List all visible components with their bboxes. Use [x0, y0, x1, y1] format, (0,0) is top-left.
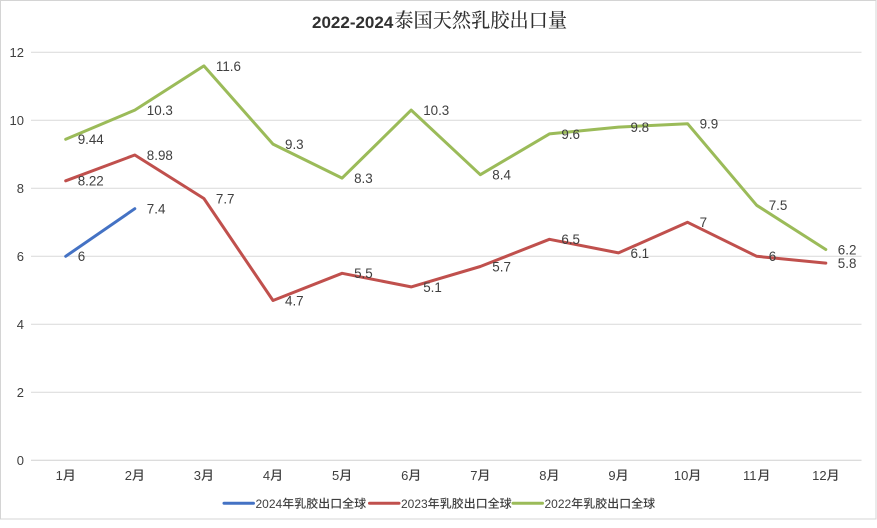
svg-text:4: 4 [17, 317, 24, 332]
svg-text:7: 7 [470, 468, 477, 483]
svg-text:10: 10 [674, 468, 688, 483]
svg-text:8.3: 8.3 [354, 171, 373, 186]
svg-text:2023: 2023 [401, 497, 428, 511]
svg-text:2: 2 [17, 385, 24, 400]
svg-text:8.4: 8.4 [492, 168, 511, 183]
svg-text:0: 0 [17, 453, 24, 468]
svg-text:1: 1 [56, 468, 63, 483]
svg-text:5.8: 5.8 [838, 256, 857, 271]
svg-text:10.3: 10.3 [423, 103, 449, 118]
svg-text:9.44: 9.44 [78, 132, 105, 147]
svg-text:7.4: 7.4 [147, 202, 166, 217]
svg-text:6: 6 [17, 249, 24, 264]
svg-text:12: 12 [812, 468, 826, 483]
svg-text:8: 8 [539, 468, 546, 483]
svg-text:5.1: 5.1 [423, 280, 442, 295]
svg-text:2: 2 [125, 468, 132, 483]
svg-text:3: 3 [194, 468, 201, 483]
svg-text:9.3: 9.3 [285, 137, 304, 152]
svg-text:6: 6 [401, 468, 408, 483]
svg-text:9.6: 9.6 [561, 127, 580, 142]
svg-text:2024: 2024 [256, 497, 283, 511]
svg-text:7.7: 7.7 [216, 191, 235, 206]
svg-text:8: 8 [17, 181, 24, 196]
svg-text:2022-2024: 2022-2024 [312, 13, 394, 32]
svg-text:4.7: 4.7 [285, 293, 304, 308]
svg-text:9.9: 9.9 [700, 117, 719, 132]
svg-text:6.5: 6.5 [561, 232, 580, 247]
svg-text:6.1: 6.1 [631, 246, 650, 261]
svg-text:5.7: 5.7 [492, 259, 511, 274]
svg-text:9.8: 9.8 [631, 120, 650, 135]
svg-text:7.5: 7.5 [769, 198, 788, 213]
svg-text:11.6: 11.6 [216, 59, 241, 74]
svg-text:12: 12 [10, 45, 24, 60]
svg-text:9: 9 [608, 468, 615, 483]
svg-text:6: 6 [78, 249, 85, 264]
svg-text:11: 11 [743, 468, 757, 483]
svg-text:5.5: 5.5 [354, 266, 373, 281]
svg-text:5: 5 [332, 468, 339, 483]
svg-text:8.22: 8.22 [78, 174, 104, 189]
svg-text:4: 4 [263, 468, 270, 483]
svg-text:8.98: 8.98 [147, 148, 173, 163]
svg-text:6.2: 6.2 [838, 242, 857, 257]
svg-text:2022: 2022 [545, 497, 572, 511]
svg-text:7: 7 [700, 215, 707, 230]
svg-text:6: 6 [769, 249, 776, 264]
svg-text:10.3: 10.3 [147, 103, 173, 118]
svg-text:10: 10 [10, 113, 24, 128]
